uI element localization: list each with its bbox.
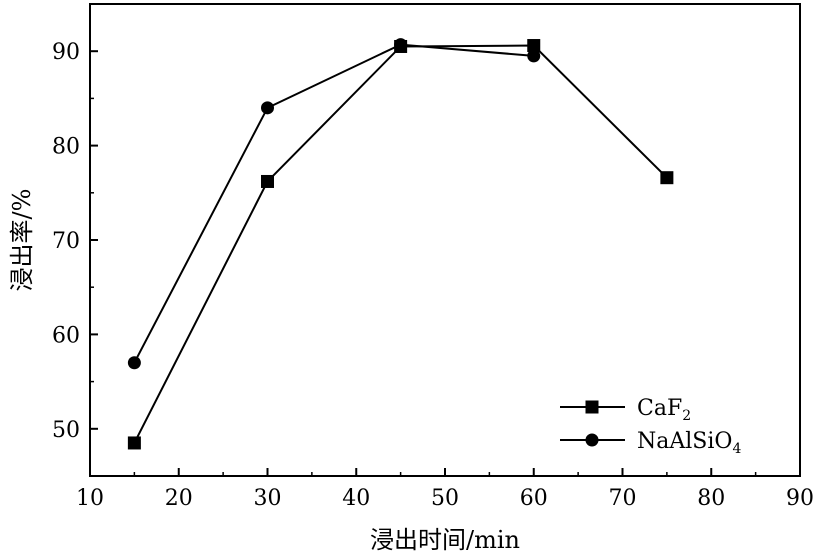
legend-item-NaAlSiO4: NaAlSiO4 <box>560 429 741 457</box>
y-tick-label: 50 <box>52 418 80 443</box>
x-axis-title: 浸出时间/min <box>370 526 520 554</box>
y-tick-label: 80 <box>52 135 80 160</box>
legend-item-CaF2: CaF2 <box>560 396 691 424</box>
y-axis: 50 60 70 80 90 <box>52 3 98 477</box>
series-CaF2 <box>127 39 674 450</box>
x-tick-label: 90 <box>786 486 814 511</box>
data-point-CaF2 <box>261 174 274 188</box>
x-tick-label: 70 <box>609 486 637 511</box>
series-line-NaAlSiO4 <box>133 43 534 364</box>
plot-area-frame <box>89 3 801 477</box>
y-axis-title: 浸出率/% <box>8 189 36 292</box>
series-NaAlSiO4 <box>127 38 541 370</box>
data-point-NaAlSiO4 <box>394 38 408 52</box>
y-tick-label: 70 <box>52 229 80 254</box>
x-tick-label: 50 <box>431 486 459 511</box>
series-layer <box>127 38 674 450</box>
x-axis: 10 20 30 40 50 60 70 80 90 <box>76 468 814 511</box>
legend-marker <box>585 400 599 414</box>
y-tick-label: 60 <box>52 323 80 348</box>
x-tick-label: 80 <box>697 486 725 511</box>
legend-marker <box>585 433 599 447</box>
data-point-CaF2 <box>527 39 541 53</box>
series-line-CaF2 <box>133 44 668 444</box>
data-point-CaF2 <box>127 436 141 450</box>
x-tick-label: 30 <box>254 486 282 511</box>
x-tick-label: 10 <box>76 486 104 511</box>
legend-label: NaAlSiO4 <box>637 429 741 457</box>
data-point-NaAlSiO4 <box>527 49 541 63</box>
y-tick-label: 90 <box>52 40 80 65</box>
legend-label: CaF2 <box>637 396 691 424</box>
legend: CaF2 NaAlSiO4 <box>560 396 741 457</box>
data-point-NaAlSiO4 <box>127 356 141 370</box>
data-point-NaAlSiO4 <box>261 101 274 115</box>
x-tick-label: 20 <box>165 486 193 511</box>
data-point-CaF2 <box>660 171 674 185</box>
x-tick-label: 60 <box>520 486 548 511</box>
x-tick-label: 40 <box>342 486 370 511</box>
